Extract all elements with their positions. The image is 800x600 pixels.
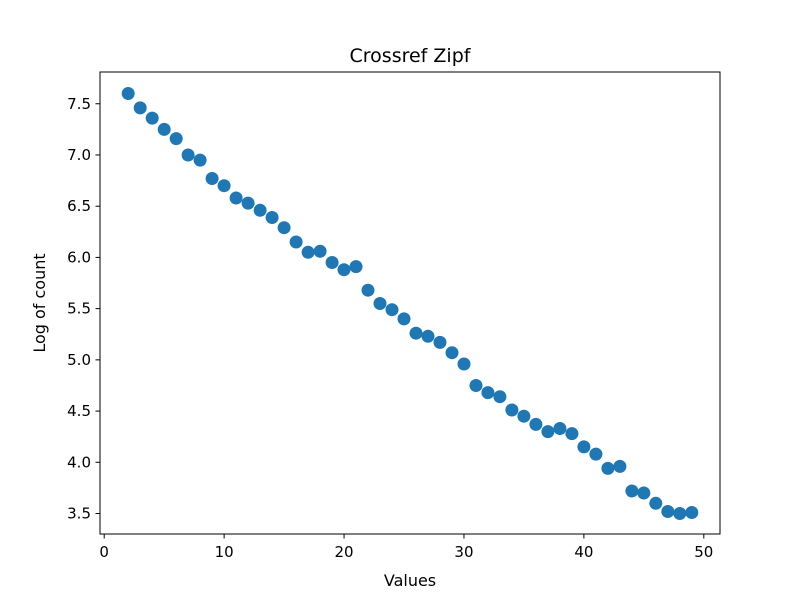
data-point [685, 506, 699, 519]
data-point [445, 346, 459, 360]
data-point [385, 303, 399, 317]
data-point [277, 221, 291, 235]
x-tick-label: 0 [99, 543, 109, 561]
data-point [373, 297, 387, 310]
data-point [145, 111, 159, 125]
data-point [301, 245, 315, 259]
data-point [421, 329, 435, 343]
y-tick-label: 7.0 [67, 146, 91, 164]
data-point [325, 256, 339, 269]
data-point [493, 390, 507, 404]
data-point [433, 335, 447, 349]
x-tick-label: 30 [454, 543, 473, 561]
data-point [361, 283, 375, 297]
plot-area [99, 71, 721, 535]
data-point [289, 235, 303, 249]
data-point [553, 422, 567, 435]
data-point [349, 260, 363, 274]
data-point [541, 425, 555, 439]
data-point [625, 484, 639, 498]
x-tick-label: 50 [694, 543, 713, 561]
data-point [133, 101, 147, 115]
data-point [229, 191, 243, 205]
data-point [313, 244, 327, 258]
y-ticks: 3.5 4.0 4.5 5.0 5.5 6.0 6.5 7.0 7.5 [67, 95, 100, 523]
data-point [169, 132, 183, 146]
x-tick-label: 40 [574, 543, 593, 561]
data-point [241, 196, 255, 210]
data-point [601, 461, 615, 475]
data-point [649, 496, 663, 510]
x-ticks: 0 10 20 30 40 50 [99, 534, 713, 561]
data-point [637, 486, 651, 500]
data-point [565, 427, 579, 441]
data-point [337, 263, 351, 277]
y-axis-label: Log of count [30, 253, 49, 352]
data-point [457, 357, 471, 371]
data-point [181, 148, 195, 162]
data-point [253, 203, 267, 217]
data-point [157, 122, 171, 136]
data-point [517, 409, 531, 423]
data-point [613, 459, 627, 473]
data-point [397, 312, 411, 326]
data-point [505, 403, 519, 417]
y-tick-label: 6.0 [67, 248, 91, 266]
x-tick-label: 10 [215, 543, 234, 561]
y-tick-label: 6.5 [67, 197, 91, 215]
data-point [661, 505, 675, 518]
data-point [265, 211, 279, 224]
data-point [193, 153, 207, 167]
chart-title: Crossref Zipf [350, 45, 472, 67]
data-point [121, 87, 135, 100]
data-point [217, 179, 231, 193]
data-point [577, 440, 591, 454]
data-point [673, 507, 687, 520]
y-tick-label: 7.5 [67, 95, 91, 113]
data-point [469, 379, 483, 392]
y-tick-label: 4.0 [67, 453, 91, 471]
data-point [529, 417, 543, 431]
data-point [589, 447, 603, 461]
y-tick-label: 5.0 [67, 351, 91, 369]
y-tick-label: 4.5 [67, 402, 91, 420]
x-axis-label: Values [384, 571, 436, 590]
data-point [481, 386, 495, 400]
y-tick-label: 5.5 [67, 300, 91, 318]
data-point [205, 172, 219, 185]
x-tick-label: 20 [334, 543, 353, 561]
y-tick-label: 3.5 [67, 505, 91, 523]
data-points [121, 87, 699, 520]
data-point [409, 326, 423, 340]
